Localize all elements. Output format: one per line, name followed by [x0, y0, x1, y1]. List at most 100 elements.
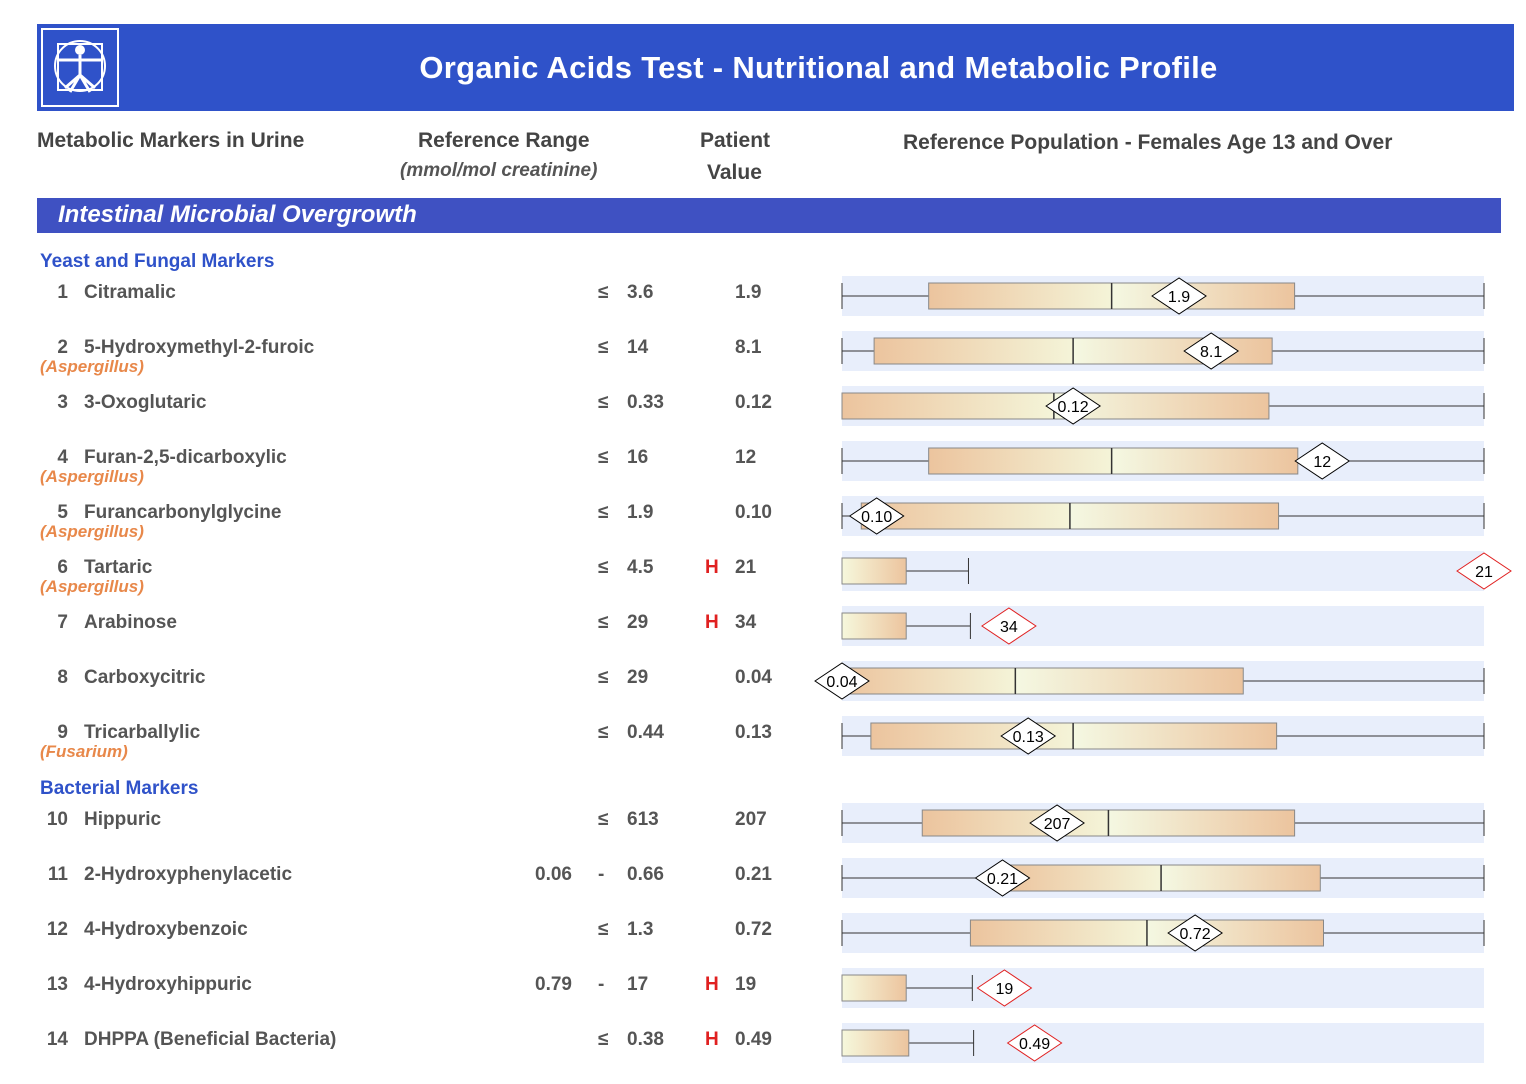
diamond-icon — [1006, 1024, 1063, 1062]
boxplot-chart: 0.21 — [841, 858, 1485, 898]
range-symbol: ≤ — [598, 337, 609, 358]
diamond-icon — [1151, 277, 1207, 315]
range-high: 16 — [627, 447, 649, 468]
marker-number: 1 — [57, 282, 68, 303]
col-header-markers: Metabolic Markers in Urine — [37, 129, 305, 152]
marker-name: 2-Hydroxyphenylacetic — [84, 864, 293, 885]
patient-value-marker: 34 — [981, 607, 1037, 645]
title-banner — [37, 24, 1514, 111]
patient-value-label: 0.72 — [1180, 926, 1211, 943]
patient-value: 0.10 — [735, 502, 772, 523]
col-header-range: Reference Range — [418, 129, 590, 152]
patient-value: 0.13 — [735, 722, 772, 743]
patient-value-label: 0.04 — [826, 674, 857, 691]
group-label-yeast: Yeast and Fungal Markers — [40, 251, 275, 272]
marker-name: Arabinose — [84, 612, 177, 633]
iqr-box — [928, 447, 1299, 475]
patient-value-label: 34 — [1000, 619, 1018, 636]
patient-value: 0.04 — [735, 667, 772, 688]
patient-value-marker: 0.72 — [1167, 914, 1224, 952]
patient-value: 0.49 — [735, 1029, 772, 1050]
patient-value: 0.72 — [735, 919, 772, 940]
table-row: 8 Carboxycitric ≤29 0.04 0.04 — [0, 661, 1526, 722]
iqr-box — [841, 667, 1244, 695]
range-high: 0.44 — [627, 722, 664, 743]
marker-name: Hippuric — [84, 809, 162, 830]
iqr-box — [841, 974, 907, 1002]
patient-value-marker: 0.12 — [1045, 387, 1102, 425]
marker-number: 10 — [46, 809, 68, 830]
table-row: 13 4-Hydroxyhippuric 0.79 - 17 H 19 19 — [0, 968, 1526, 1029]
marker-number: 5 — [57, 502, 68, 523]
patient-value-marker: 1.9 — [1151, 277, 1207, 315]
diamond-icon — [1294, 442, 1351, 480]
range-symbol: ≤ — [598, 809, 609, 830]
marker-organism: (Aspergillus) — [40, 357, 144, 376]
table-row: 3 3-Oxoglutaric ≤0.33 0.12 0.12 — [0, 386, 1526, 447]
diamond-icon — [1045, 387, 1102, 425]
patient-value-label: 12 — [1313, 454, 1331, 471]
patient-value-label: 1.9 — [1168, 289, 1190, 306]
high-flag: H — [705, 557, 719, 578]
patient-value-label: 0.49 — [1019, 1036, 1050, 1053]
patient-value-label: 0.13 — [1013, 729, 1044, 746]
patient-value-label: 21 — [1475, 564, 1493, 581]
range-symbol: ≤ — [598, 612, 609, 633]
range-high: 29 — [627, 612, 649, 633]
marker-name: DHPPA (Beneficial Bacteria) — [84, 1029, 337, 1050]
range-high: 1.3 — [627, 919, 654, 940]
range-symbol: ≤ — [598, 919, 609, 940]
section-header: Intestinal Microbial Overgrowth — [37, 198, 1501, 233]
marker-number: 6 — [57, 557, 68, 578]
marker-organism: (Aspergillus) — [40, 467, 144, 486]
iqr-box — [841, 557, 907, 585]
iqr-box — [841, 1029, 910, 1057]
diamond-icon — [814, 662, 870, 700]
patient-value-marker: 207 — [1029, 804, 1085, 842]
vitruvian-logo-icon — [41, 28, 119, 107]
boxplot-chart: 207 — [841, 803, 1485, 843]
marker-number: 8 — [57, 667, 68, 688]
marker-number: 13 — [46, 974, 68, 995]
marker-name: 4-Hydroxybenzoic — [84, 919, 248, 940]
group-label-bacterial: Bacterial Markers — [40, 778, 199, 799]
marker-number: 12 — [46, 919, 68, 940]
high-flag: H — [705, 612, 719, 633]
boxplot-chart: 0.72 — [841, 913, 1485, 953]
high-flag: H — [705, 1029, 719, 1050]
range-high: 4.5 — [627, 557, 654, 578]
boxplot-chart: 0.10 — [841, 496, 1485, 536]
patient-value: 8.1 — [735, 337, 762, 358]
marker-name: 3-Oxoglutaric — [84, 392, 207, 413]
range-high: 29 — [627, 667, 649, 688]
table-row: 12 4-Hydroxybenzoic ≤1.3 0.72 0.72 — [0, 913, 1526, 974]
marker-name: Tricarballylic — [84, 722, 201, 743]
marker-name: 4-Hydroxyhippuric — [84, 974, 252, 995]
range-symbol: ≤ — [598, 447, 609, 468]
table-row: 4 Furan-2,5-dicarboxylic (Aspergillus) ≤16 1… — [0, 441, 1526, 502]
range-high: 14 — [627, 337, 649, 358]
patient-value: 0.21 — [735, 864, 772, 885]
range-symbol: - — [598, 974, 605, 995]
patient-value-label: 0.12 — [1058, 399, 1089, 416]
diamond-icon — [976, 969, 1033, 1007]
patient-value-marker: 0.04 — [814, 662, 870, 700]
diamond-icon — [848, 497, 905, 535]
marker-organism: (Aspergillus) — [40, 522, 144, 541]
table-row: 14 DHPPA (Beneficial Bacteria) ≤0.38 H 0.49 0… — [0, 1023, 1526, 1084]
patient-value: 34 — [735, 612, 757, 633]
patient-value-marker: 0.10 — [848, 497, 905, 535]
range-high: 0.33 — [627, 392, 664, 413]
boxplot-chart: 21 — [841, 551, 1512, 591]
patient-value-label: 0.10 — [861, 509, 892, 526]
patient-value-marker: 0.21 — [974, 859, 1031, 897]
range-symbol: ≤ — [598, 1029, 609, 1050]
diamond-icon — [1456, 552, 1512, 590]
diamond-icon — [974, 859, 1031, 897]
patient-value: 12 — [735, 447, 757, 468]
marker-organism: (Aspergillus) — [40, 577, 144, 596]
table-row: 11 2-Hydroxyphenylacetic 0.06 - 0.66 0.21 0.21 — [0, 858, 1526, 919]
range-high: 0.66 — [627, 864, 664, 885]
marker-number: 9 — [57, 722, 68, 743]
boxplot-chart: 34 — [841, 606, 1484, 646]
